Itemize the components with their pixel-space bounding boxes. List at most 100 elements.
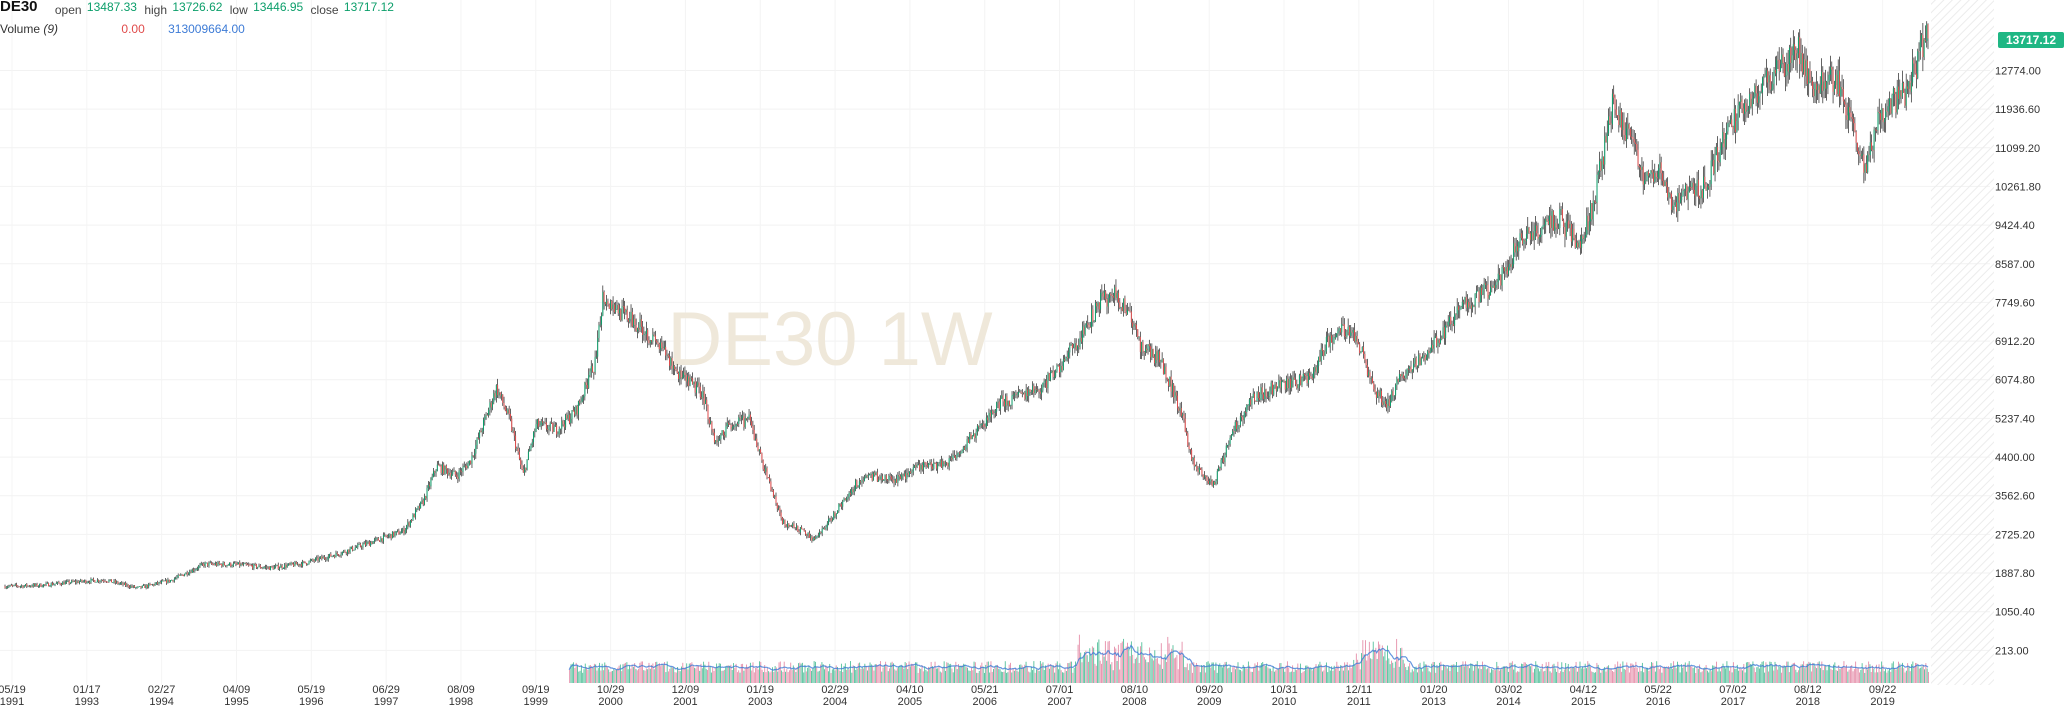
x-tick-date: 08/10 [1121, 684, 1149, 696]
volume-bar [1251, 671, 1253, 683]
candle-body [867, 475, 869, 478]
candle-body [154, 583, 156, 586]
candle-body [1023, 392, 1025, 394]
volume-bar [1710, 671, 1712, 683]
candle-body [1779, 64, 1781, 71]
candle-body [320, 556, 322, 558]
volume-bar [1826, 670, 1828, 683]
candle-body [1672, 206, 1674, 211]
volume-bar [1534, 668, 1535, 683]
volume-bar [1176, 655, 1178, 683]
candle-body [1724, 139, 1726, 148]
candle-body [1275, 384, 1277, 391]
candle-body [1496, 282, 1498, 285]
candle-body [31, 586, 33, 588]
volume-bar [1366, 660, 1368, 683]
candle-body [522, 469, 524, 473]
volume-bar [1120, 643, 1122, 683]
candle-body [1768, 75, 1770, 83]
volume-bar [990, 661, 992, 683]
volume-bar [762, 672, 764, 683]
candle-body [1792, 44, 1794, 56]
volume-bar [1526, 664, 1528, 683]
volume-bar [1258, 670, 1260, 683]
volume-bar [1621, 671, 1623, 683]
candle-body [423, 496, 425, 505]
candle-body [517, 448, 519, 452]
y-tick-label: 5237.40 [1995, 413, 2035, 425]
volume-bar [870, 664, 872, 683]
candle-body [689, 377, 691, 386]
candle-body [1791, 55, 1793, 63]
candle-body [427, 484, 429, 488]
volume-bar [1197, 665, 1199, 683]
candle-body [1044, 380, 1046, 382]
volume-bar [1188, 670, 1190, 683]
candle-body [1085, 323, 1087, 326]
candle-body [1386, 404, 1388, 408]
volume-bar [1599, 667, 1600, 683]
volume-bar [1133, 663, 1135, 683]
candle-body [1447, 321, 1449, 326]
volume-bar [722, 670, 724, 683]
volume-bar [1795, 669, 1797, 683]
volume-bar [1345, 664, 1347, 683]
candle-body [805, 531, 807, 535]
candle-body [327, 556, 329, 560]
candle-body [973, 433, 975, 436]
volume-bar [1090, 654, 1092, 683]
volume-bar [1575, 661, 1577, 683]
candlesticks [4, 21, 1929, 590]
volume-bar [1485, 669, 1487, 683]
candle-body [1334, 337, 1336, 339]
volume-bar [1324, 665, 1326, 683]
candle-body [322, 556, 324, 559]
candle-body [1770, 89, 1772, 91]
volume-bar [1017, 671, 1019, 683]
candle-body [547, 428, 549, 431]
volume-bar [1318, 664, 1320, 683]
candle-body [1052, 370, 1054, 378]
volume-bar [898, 666, 900, 683]
volume-bar [1280, 663, 1282, 683]
candle-body [1307, 372, 1309, 383]
candle-body [450, 474, 452, 477]
candle-body [1582, 235, 1584, 239]
volume-bar [1479, 665, 1481, 683]
volume-bar [1799, 668, 1801, 683]
volume-bar [1323, 670, 1325, 683]
candle-body [250, 565, 252, 566]
candle-body [1174, 392, 1176, 398]
candle-body [625, 310, 627, 313]
volume-bar [695, 668, 697, 683]
volume-bar [800, 663, 802, 683]
symbol-label[interactable]: DE30 [0, 0, 38, 15]
candle-body [144, 585, 146, 588]
candle-body [892, 479, 894, 481]
candle-body [881, 476, 883, 481]
volume-bar [876, 664, 877, 683]
candle-body [971, 435, 973, 439]
candle-body [1427, 350, 1429, 358]
volume-bar [1461, 665, 1463, 683]
candle-body [1814, 83, 1816, 97]
candle-body [1823, 81, 1825, 91]
volume-bar [717, 666, 719, 683]
volume-bar [1595, 672, 1597, 683]
candle-body [1737, 105, 1739, 121]
volume-bar [1349, 664, 1351, 683]
volume-bar [1857, 667, 1859, 683]
volume-bar [785, 671, 786, 683]
volume-bar [1905, 670, 1907, 683]
candle-body [1690, 187, 1692, 188]
candle-body [769, 477, 771, 482]
volume-bar [833, 668, 835, 683]
candle-body [504, 406, 506, 411]
candle-body [39, 583, 41, 587]
candle-body [1215, 480, 1217, 485]
volume-bar [1375, 647, 1377, 683]
candle-body [1451, 324, 1453, 325]
volume-bar [1293, 671, 1295, 683]
candle-body [21, 585, 23, 587]
